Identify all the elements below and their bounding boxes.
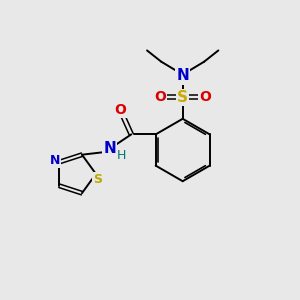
Text: H: H: [116, 149, 126, 162]
Text: S: S: [177, 90, 188, 105]
Text: N: N: [50, 154, 60, 167]
Text: O: O: [115, 103, 127, 117]
Text: O: O: [199, 90, 211, 104]
Text: O: O: [154, 90, 166, 104]
Text: N: N: [103, 141, 116, 156]
Text: N: N: [176, 68, 189, 83]
Text: S: S: [93, 173, 102, 186]
